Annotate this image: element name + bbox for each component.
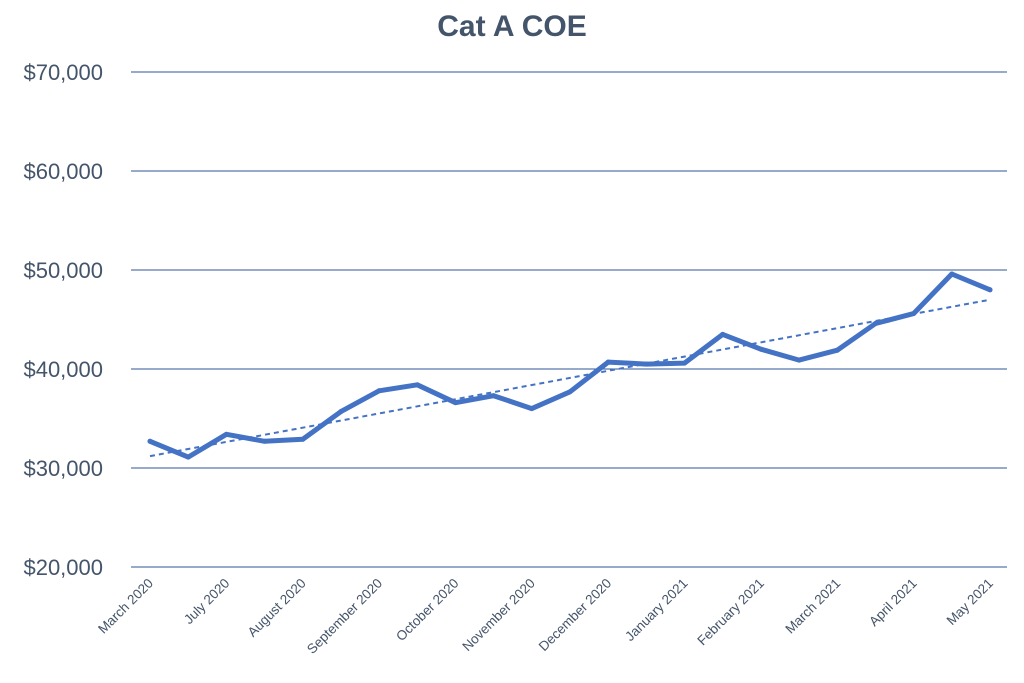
- x-tick-label: May 2021: [944, 576, 997, 629]
- series-line: [147, 271, 993, 460]
- x-tick-label: July 2020: [181, 576, 232, 627]
- data-point: [796, 357, 802, 363]
- x-tick-label: April 2021: [866, 576, 920, 630]
- data-point: [262, 438, 268, 444]
- x-tick-label: January 2021: [622, 576, 690, 644]
- data-point: [682, 360, 688, 366]
- data-point: [300, 436, 306, 442]
- data-point: [529, 406, 535, 412]
- data-point: [720, 331, 726, 337]
- y-tick-label: $50,000: [23, 258, 103, 283]
- data-point: [338, 409, 344, 415]
- x-tick-label: March 2021: [782, 576, 843, 637]
- data-point: [414, 382, 420, 388]
- x-tick-label: August 2020: [245, 576, 309, 640]
- y-axis-tick-labels: $20,000 $30,000 $40,000 $50,000 $60,000 $70,0…: [23, 60, 103, 580]
- y-tick-label: $60,000: [23, 159, 103, 184]
- x-tick-label: November 2020: [459, 576, 538, 655]
- gridlines: [131, 71, 1007, 568]
- chart-title: Cat A COE: [437, 10, 586, 43]
- data-point: [911, 311, 917, 317]
- data-point: [452, 400, 458, 406]
- data-point: [605, 359, 611, 365]
- data-point: [567, 389, 573, 395]
- data-point: [834, 347, 840, 353]
- x-tick-label: December 2020: [536, 576, 615, 655]
- data-point: [376, 388, 382, 394]
- data-point: [758, 346, 764, 352]
- data-point: [643, 361, 649, 367]
- y-tick-label: $40,000: [23, 357, 103, 382]
- data-point: [185, 454, 191, 460]
- data-point: [987, 287, 993, 293]
- y-tick-label: $20,000: [23, 555, 103, 580]
- data-point: [223, 431, 229, 437]
- trendline: [149, 298, 991, 458]
- data-point: [491, 393, 497, 399]
- x-tick-label: September 2020: [304, 576, 385, 657]
- x-axis-tick-labels: March 2020 July 2020 August 2020September …: [95, 576, 996, 657]
- x-tick-label: March 2020: [95, 576, 156, 637]
- x-tick-label: February 2021: [694, 576, 767, 649]
- data-point: [872, 320, 878, 326]
- data-point: [949, 271, 955, 277]
- y-tick-label: $70,000: [23, 60, 103, 85]
- data-point: [147, 438, 153, 444]
- y-tick-label: $30,000: [23, 456, 103, 481]
- x-tick-label: October 2020: [393, 576, 461, 644]
- plot-area: [147, 271, 993, 460]
